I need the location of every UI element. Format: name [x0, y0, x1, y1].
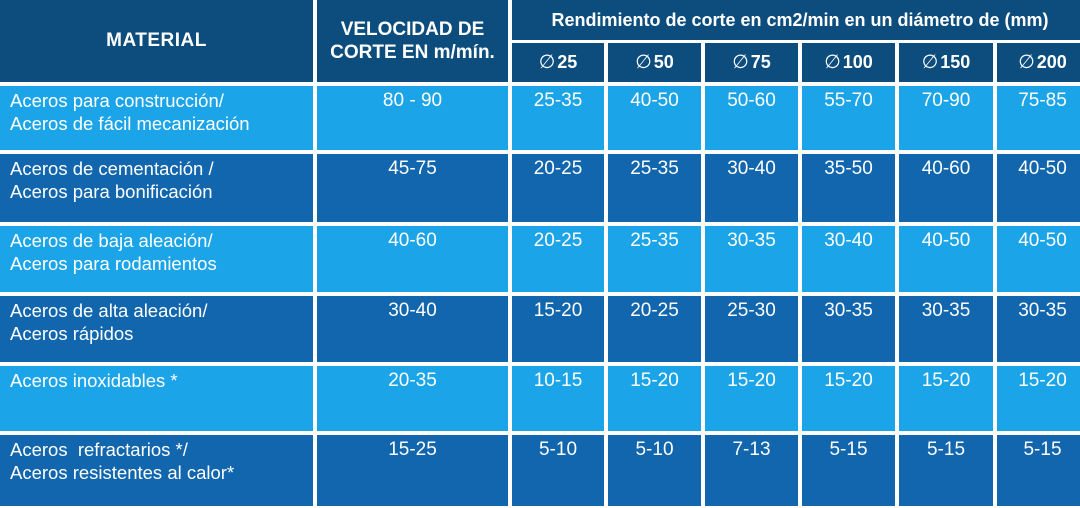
row-material: Aceros de alta aleación/Aceros rápidos	[0, 296, 313, 362]
row-value-75: 30-40	[705, 154, 798, 222]
diameter-value: 25	[557, 52, 578, 72]
row-value-200: 75-85	[997, 86, 1080, 150]
row-value-75: 50-60	[705, 86, 798, 150]
row-value-200: 30-35	[997, 296, 1080, 362]
row-value-75: 30-35	[705, 226, 798, 292]
header-diameter-50: ∅ 50	[608, 43, 701, 82]
header-velocidad: VELOCIDAD DE CORTE EN m/mín.	[317, 0, 508, 82]
material-line1: Aceros de baja aleación/	[10, 230, 213, 251]
row-value-100: 15-20	[802, 366, 895, 431]
row-value-25: 20-25	[512, 226, 604, 292]
diameter-value: 50	[653, 52, 674, 72]
row-value-75: 7-13	[705, 435, 798, 506]
row-value-150: 5-15	[899, 435, 993, 506]
diameter-value: 75	[750, 52, 771, 72]
material-line1: Aceros de cementación /	[10, 158, 214, 179]
row-value-50: 25-35	[608, 154, 701, 222]
row-value-25: 25-35	[512, 86, 604, 150]
header-diameter-25: ∅ 25	[512, 43, 604, 82]
material-line2: Aceros de fácil mecanización	[10, 113, 250, 134]
row-value-200: 40-50	[997, 226, 1080, 292]
row-value-100: 5-15	[802, 435, 895, 506]
row-velocidad: 20-35	[317, 366, 508, 431]
row-value-100: 30-35	[802, 296, 895, 362]
row-value-150: 40-60	[899, 154, 993, 222]
row-value-50: 5-10	[608, 435, 701, 506]
row-material: Aceros refractarios */Aceros resistentes…	[0, 435, 313, 506]
row-value-50: 25-35	[608, 226, 701, 292]
row-material: Aceros para construcción/Aceros de fácil…	[0, 86, 313, 150]
row-value-200: 5-15	[997, 435, 1080, 506]
header-diameter-100: ∅ 100	[802, 43, 895, 82]
row-value-75: 15-20	[705, 366, 798, 431]
diameter-value: 100	[842, 52, 873, 72]
header-velocidad-line2: CORTE EN m/mín.	[330, 42, 495, 63]
row-value-150: 15-20	[899, 366, 993, 431]
diameter-icon: ∅	[824, 52, 841, 73]
material-line2: Aceros para rodamientos	[10, 253, 217, 274]
diameter-value: 200	[1036, 52, 1067, 72]
row-value-50: 20-25	[608, 296, 701, 362]
row-value-25: 5-10	[512, 435, 604, 506]
row-value-75: 25-30	[705, 296, 798, 362]
material-line1: Aceros de alta aleación/	[10, 300, 208, 321]
header-diameter-200: ∅ 200	[997, 43, 1080, 82]
row-velocidad: 40-60	[317, 226, 508, 292]
row-value-25: 20-25	[512, 154, 604, 222]
row-material: Aceros de baja aleación/Aceros para roda…	[0, 226, 313, 292]
diameter-value: 150	[940, 52, 971, 72]
row-value-100: 35-50	[802, 154, 895, 222]
row-value-100: 55-70	[802, 86, 895, 150]
header-diameter-150: ∅ 150	[899, 43, 993, 82]
row-value-25: 15-20	[512, 296, 604, 362]
diameter-icon: ∅	[921, 52, 939, 73]
header-material: MATERIAL	[0, 0, 313, 82]
row-value-150: 70-90	[899, 86, 993, 150]
row-value-200: 40-50	[997, 154, 1080, 222]
material-line2: Aceros para bonificación	[10, 181, 213, 202]
row-value-200: 15-20	[997, 366, 1080, 431]
row-value-150: 40-50	[899, 226, 993, 292]
diameter-icon: ∅	[538, 52, 556, 73]
diameter-icon: ∅	[1018, 52, 1035, 73]
diameter-icon: ∅	[635, 52, 652, 73]
row-material: Aceros de cementación / Aceros para bonif…	[0, 154, 313, 222]
row-velocidad: 15-25	[317, 435, 508, 506]
diameter-icon: ∅	[732, 52, 749, 73]
row-value-150: 30-35	[899, 296, 993, 362]
row-velocidad: 45-75	[317, 154, 508, 222]
row-velocidad: 80 - 90	[317, 86, 508, 150]
header-diameter-75: ∅ 75	[705, 43, 798, 82]
header-rendimiento: Rendimiento de corte en cm2/min en un di…	[512, 0, 1080, 40]
row-value-25: 10-15	[512, 366, 604, 431]
row-material: Aceros inoxidables *	[0, 366, 313, 431]
row-value-50: 40-50	[608, 86, 701, 150]
row-value-50: 15-20	[608, 366, 701, 431]
header-velocidad-line1: VELOCIDAD DE	[340, 19, 485, 40]
material-line1: Aceros inoxidables *	[10, 370, 178, 391]
row-velocidad: 30-40	[317, 296, 508, 362]
material-line1: Aceros para construcción/	[10, 90, 224, 111]
material-line2: Aceros rápidos	[10, 323, 134, 344]
material-line1: Aceros refractarios */	[10, 439, 188, 460]
row-value-100: 30-40	[802, 226, 895, 292]
material-line2: Aceros resistentes al calor*	[10, 462, 235, 483]
